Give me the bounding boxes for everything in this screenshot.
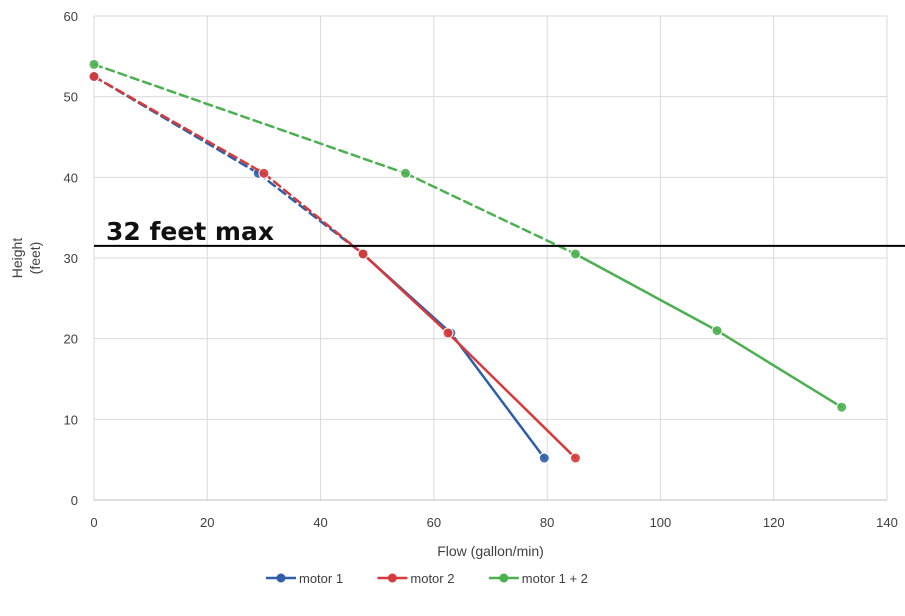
series-2-point: [358, 249, 368, 259]
series-2-point: [259, 168, 269, 178]
legend-item-1-marker: [277, 574, 286, 583]
series-2-point: [570, 453, 580, 463]
series-2-segment: [94, 77, 264, 174]
y-axis-ticks: 0 10 20 30 40 50 60: [64, 9, 78, 508]
x-tick-label: 80: [540, 515, 554, 530]
y-tick-label: 40: [64, 170, 78, 185]
x-tick-label: 20: [200, 515, 214, 530]
y-tick-label: 50: [64, 90, 78, 105]
series-3-segment: [406, 173, 576, 254]
series-3-segment: [94, 64, 406, 173]
series-3-segment: [575, 254, 717, 331]
series-1-point: [539, 453, 549, 463]
series-3-point: [89, 59, 99, 69]
series-3-point: [837, 402, 847, 412]
y-tick-label: 60: [64, 9, 78, 24]
series-1-segment: [451, 333, 544, 458]
x-tick-label: 100: [650, 515, 672, 530]
series-3-segment: [717, 331, 842, 408]
series-3-point: [712, 326, 722, 336]
x-tick-label: 60: [427, 515, 441, 530]
legend-item-2-marker: [388, 574, 397, 583]
x-tick-label: 120: [763, 515, 785, 530]
y-tick-label: 30: [64, 251, 78, 266]
x-tick-label: 140: [876, 515, 898, 530]
legend-item-3-label: motor 1 + 2: [522, 571, 588, 586]
x-axis-ticks: 0 20 40 60 80 100 120 140: [90, 515, 897, 530]
y-tick-label: 10: [64, 412, 78, 427]
legend-item-2-label: motor 2: [410, 571, 454, 586]
legend: motor 1 motor 2 motor 1 + 2: [266, 571, 588, 586]
grid: [94, 16, 887, 500]
y-tick-label: 20: [64, 332, 78, 347]
legend-item-1-label: motor 1: [299, 571, 343, 586]
series-2-point: [443, 328, 453, 338]
series-2-point: [89, 72, 99, 82]
series-2-segment: [448, 333, 575, 458]
x-tick-label: 40: [313, 515, 327, 530]
y-axis-unit-label: (feet): [27, 242, 43, 275]
x-axis-label: Flow (gallon/min): [437, 543, 544, 559]
series-2-segment: [264, 173, 363, 254]
series-2-segment: [363, 254, 448, 333]
y-axis-label: Height: [9, 238, 25, 279]
y-tick-label: 0: [71, 493, 78, 508]
max-height-label: 32 feet max: [106, 217, 274, 246]
x-tick-label: 0: [90, 515, 97, 530]
series-3-point: [401, 168, 411, 178]
series-3-point: [570, 249, 580, 259]
legend-item-3-marker: [499, 574, 508, 583]
series-group: [89, 59, 847, 463]
